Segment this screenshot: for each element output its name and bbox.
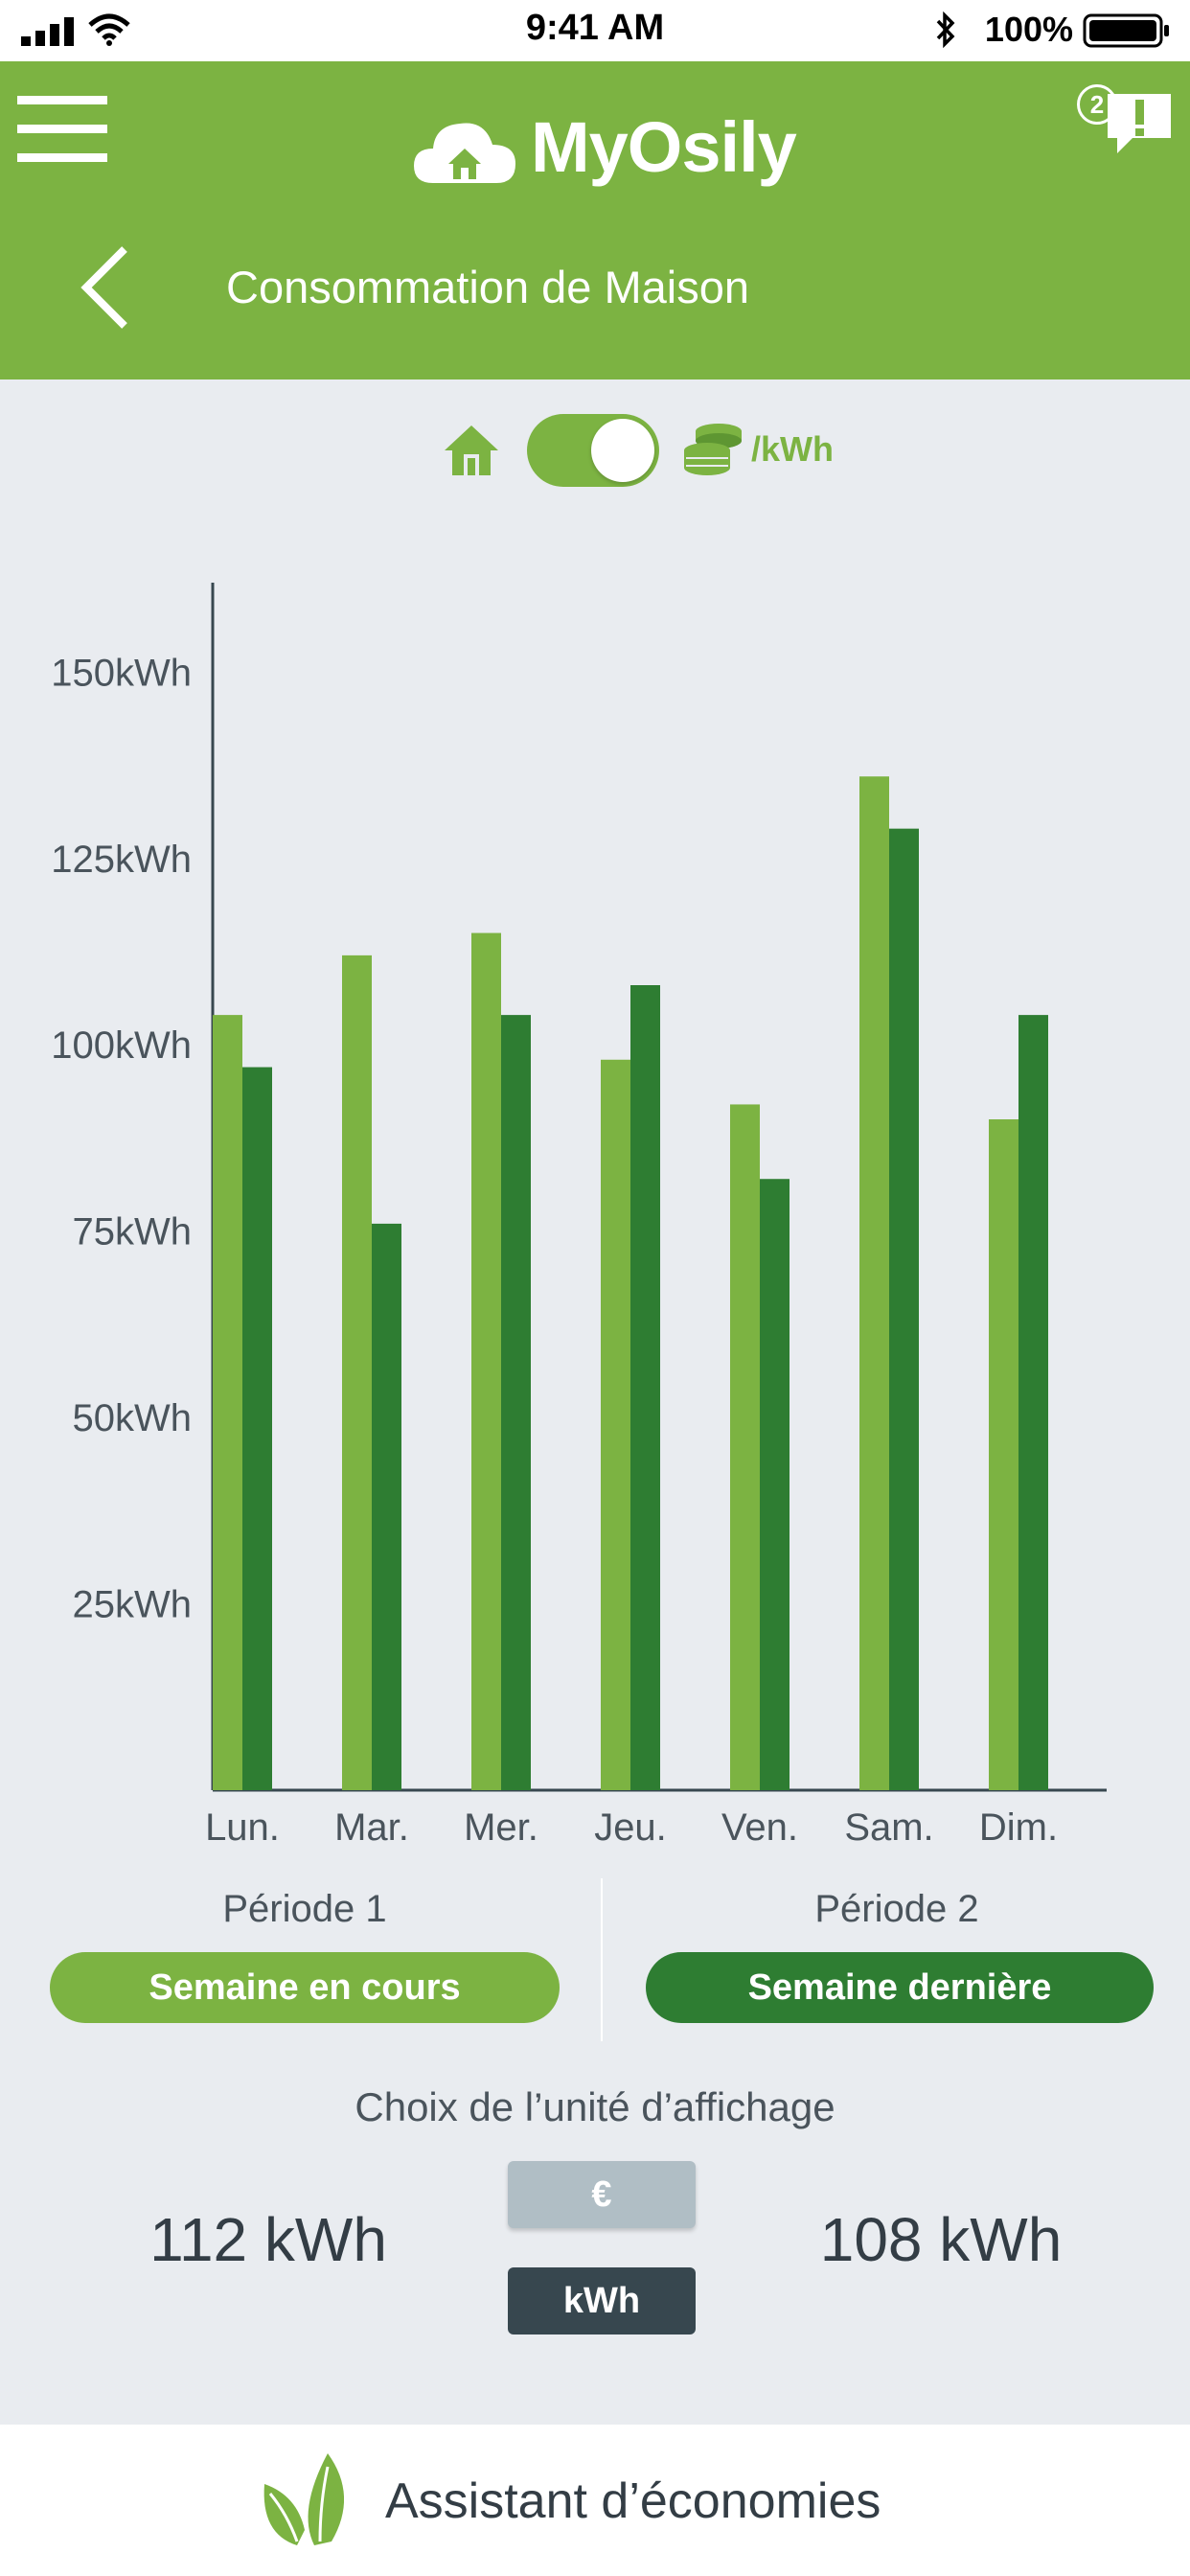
euro-unit-button[interactable]: € — [508, 2161, 696, 2228]
leaves-icon — [263, 2453, 345, 2545]
home-icon — [445, 426, 498, 475]
bar-period-2 — [1018, 1015, 1048, 1790]
consumption-bar-chart: 25kWh 50kWh 75kWh 100kWh 125kWh 150kWh Lun. Mar… — [51, 583, 1107, 1849]
x-tick-label: Mar. — [334, 1806, 409, 1849]
bar-period-1 — [730, 1104, 760, 1790]
alert-message-icon — [1108, 94, 1171, 153]
unit-choice-caption: Choix de l’unité d’affichage — [355, 2084, 835, 2129]
view-toggle-row: /kWh — [443, 412, 845, 489]
app-logo: MyOsily — [412, 94, 797, 199]
bar-period-1 — [989, 1119, 1018, 1790]
hamburger-menu-icon[interactable] — [17, 96, 107, 163]
y-tick-label: 25kWh — [73, 1584, 193, 1626]
coins-icon — [684, 424, 742, 475]
savings-assistant-label: Assistant d’économies — [385, 2473, 881, 2529]
status-time: 9:41 AM — [525, 8, 665, 48]
bar-period-1 — [213, 1015, 242, 1790]
notification-badge: 2 — [1077, 84, 1117, 125]
y-tick-label: 100kWh — [51, 1024, 192, 1067]
bar-period-2 — [889, 828, 919, 1790]
bar-period-2 — [630, 985, 660, 1790]
period-divider — [601, 1878, 603, 2041]
notifications-button[interactable]: 2 — [1073, 75, 1179, 171]
bar-period-2 — [372, 1223, 401, 1790]
battery-icon — [1083, 13, 1169, 48]
battery-percentage: 100% — [984, 10, 1073, 49]
period-1-button[interactable]: Semaine en cours — [50, 1952, 560, 2023]
unit-view-toggle[interactable] — [527, 414, 659, 487]
x-tick-label: Ven. — [721, 1806, 798, 1849]
savings-assistant-bar[interactable]: Assistant d’économies — [0, 2425, 1190, 2576]
period-2-total: 108 kWh — [819, 2205, 1063, 2274]
x-tick-label: Mer. — [464, 1806, 538, 1849]
bar-period-2 — [501, 1015, 531, 1790]
x-tick-label: Dim. — [979, 1806, 1058, 1849]
y-tick-label: 125kWh — [51, 839, 192, 881]
toggle-unit-label: /kWh — [751, 429, 834, 469]
bar-period-2 — [242, 1067, 272, 1790]
status-bar: 9:41 AM 100% — [0, 0, 1190, 61]
cloud-home-icon — [414, 123, 515, 183]
bar-period-2 — [760, 1179, 790, 1790]
back-arrow-icon[interactable] — [77, 242, 134, 334]
bar-period-1 — [601, 1059, 630, 1790]
x-tick-label: Jeu. — [594, 1806, 667, 1849]
kwh-unit-button[interactable]: kWh — [508, 2267, 696, 2334]
y-tick-label: 75kWh — [73, 1211, 193, 1254]
toggle-knob — [591, 419, 654, 482]
app-name: MyOsily — [531, 106, 797, 187]
period-1-label: Période 1 — [222, 1888, 387, 1930]
bar-period-1 — [471, 932, 501, 1790]
period-2-button[interactable]: Semaine dernière — [646, 1952, 1154, 2023]
period-1-total: 112 kWh — [149, 2205, 387, 2274]
x-tick-label: Lun. — [205, 1806, 280, 1849]
y-tick-label: 50kWh — [73, 1397, 193, 1439]
y-tick-label: 150kWh — [51, 652, 192, 694]
signal-icon — [21, 17, 74, 46]
page-title: Consommation de Maison — [226, 262, 749, 312]
x-tick-label: Sam. — [844, 1806, 933, 1849]
wifi-icon — [88, 13, 130, 46]
bar-period-1 — [859, 776, 889, 1791]
period-2-label: Période 2 — [814, 1888, 979, 1930]
bluetooth-icon — [936, 12, 955, 48]
app-header: MyOsily 2 Consommation de Maison — [0, 61, 1190, 380]
bar-period-1 — [342, 954, 372, 1790]
